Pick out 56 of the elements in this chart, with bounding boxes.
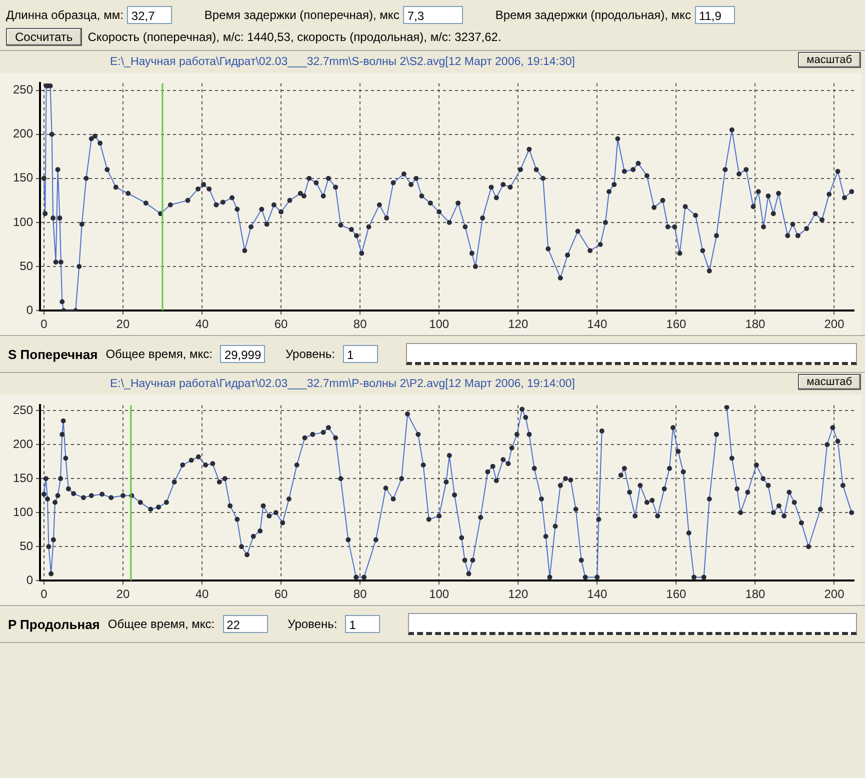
text: Уровень: bbox=[288, 617, 338, 631]
x-tick-label: 100 bbox=[429, 587, 450, 602]
x-tick-label: 0 bbox=[40, 317, 48, 332]
x-tick-label: 40 bbox=[195, 317, 210, 332]
text: 1 bbox=[345, 615, 380, 633]
text: Время задержки (продольная), мкс bbox=[495, 8, 691, 22]
y-tick-label: 200 bbox=[12, 126, 34, 141]
text: 22 bbox=[222, 615, 268, 633]
text: P Продольная bbox=[8, 616, 100, 632]
y-tick-label: 150 bbox=[12, 470, 34, 485]
y-tick-label: 0 bbox=[26, 302, 34, 317]
x-tick-label: 180 bbox=[745, 317, 766, 332]
text: 7,3 bbox=[403, 6, 464, 24]
y-tick-label: 50 bbox=[20, 538, 34, 553]
x-tick-label: 120 bbox=[508, 317, 528, 332]
y-tick-label: 50 bbox=[20, 258, 34, 273]
x-tick-label: 0 bbox=[40, 587, 48, 602]
text: масштаб bbox=[798, 52, 861, 68]
y-tick-label: 100 bbox=[12, 214, 34, 229]
text: Сосчитать bbox=[6, 28, 82, 46]
x-tick-label: 140 bbox=[587, 317, 608, 332]
text: Общее время, мкс: bbox=[106, 347, 212, 361]
x-tick-label: 180 bbox=[745, 587, 766, 602]
text: S Поперечная bbox=[8, 346, 98, 362]
text: 11,9 bbox=[694, 6, 735, 24]
y-tick-label: 100 bbox=[12, 504, 34, 519]
x-tick-label: 80 bbox=[353, 317, 368, 332]
text: 29,999 bbox=[220, 345, 266, 363]
x-tick-label: 160 bbox=[666, 317, 687, 332]
text: масштаб bbox=[798, 374, 861, 390]
chart-title: E:\_Научная работа\Гидрат\02.03___32.7mm\P-волны 2\P2.avg[12 Март 2006, 19:14:00] bbox=[110, 378, 575, 390]
chart-title: E:\_Научная работа\Гидрат\02.03___32.7mm\S-волны 2\S2.avg[12 Март 2006, 19:14:30] bbox=[110, 56, 575, 68]
x-tick-label: 20 bbox=[116, 587, 130, 602]
text: Общее время, мкс: bbox=[108, 617, 215, 631]
x-tick-label: 60 bbox=[274, 317, 288, 332]
text: Уровень: bbox=[285, 347, 336, 361]
y-tick-label: 150 bbox=[12, 170, 34, 185]
x-tick-label: 140 bbox=[587, 587, 608, 602]
y-tick-label: 250 bbox=[12, 402, 34, 417]
x-tick-label: 80 bbox=[353, 587, 368, 602]
y-tick-label: 250 bbox=[12, 82, 34, 97]
text: Время задержки (поперечная), мкс bbox=[204, 8, 400, 22]
x-tick-label: 200 bbox=[824, 317, 845, 332]
x-tick-label: 200 bbox=[824, 587, 845, 602]
text: 32,7 bbox=[127, 6, 172, 24]
text: Скорость (поперечная), м/с: 1440,53, скорость (продольная), м/с: 3237,62. bbox=[88, 30, 502, 44]
text: Длинна образца, мм: bbox=[6, 8, 124, 22]
y-tick-label: 200 bbox=[12, 436, 34, 451]
x-tick-label: 160 bbox=[666, 587, 687, 602]
y-tick-label: 0 bbox=[26, 572, 34, 587]
x-tick-label: 20 bbox=[116, 317, 130, 332]
x-tick-label: 120 bbox=[508, 587, 528, 602]
x-tick-label: 100 bbox=[429, 317, 450, 332]
x-tick-label: 60 bbox=[274, 587, 288, 602]
text: 1 bbox=[343, 345, 378, 363]
x-tick-label: 40 bbox=[195, 587, 210, 602]
